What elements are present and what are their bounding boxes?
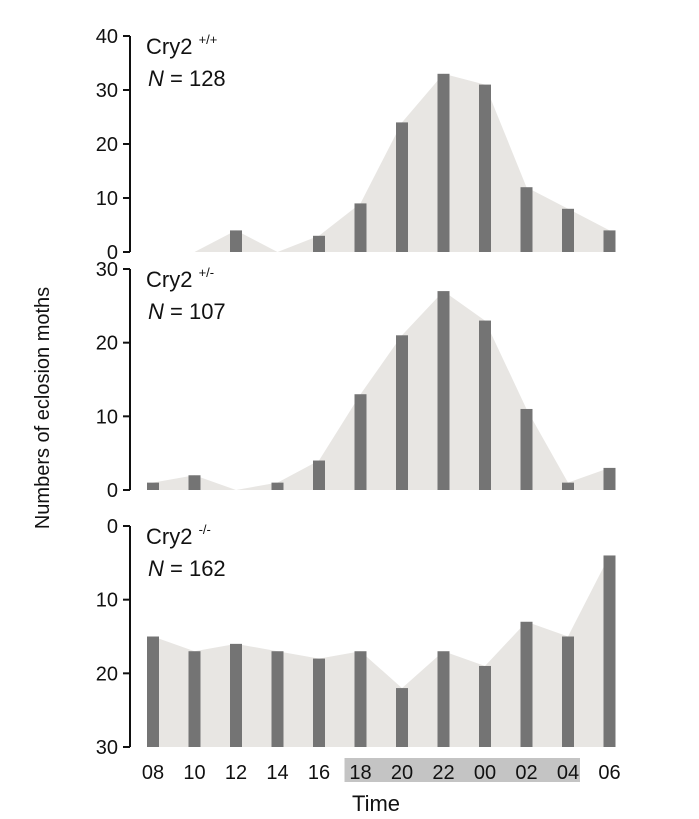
bar-16: [313, 658, 325, 747]
genotype-superscript: -/-: [199, 522, 211, 537]
genotype-label: Cry2 -/-: [146, 522, 211, 549]
bar-12: [230, 643, 242, 747]
y-tick-label: 10: [96, 406, 118, 428]
bar-12: [230, 230, 242, 252]
area-profile: [153, 291, 610, 490]
sample-size-symbol: N: [148, 299, 164, 324]
bar-00: [479, 84, 491, 252]
bar-00: [479, 320, 491, 490]
y-tick-label: 20: [96, 663, 118, 685]
genotype-name: Cry2: [146, 267, 199, 292]
y-tick-label: 20: [96, 134, 118, 156]
sample-size-label: N = 128: [148, 66, 226, 91]
bar-20: [396, 122, 408, 253]
y-tick-label: 40: [96, 26, 118, 48]
genotype-superscript: +/-: [199, 265, 215, 280]
bar-14: [271, 651, 284, 747]
bar-08: [147, 636, 159, 747]
sample-size-label: N = 162: [148, 556, 226, 581]
x-tick-label-06: 06: [598, 762, 620, 784]
x-tick-label-12: 12: [225, 762, 247, 784]
genotype-name: Cry2: [146, 524, 199, 549]
panel-3: 30 20 10 0 Cry2 -/- N = 162: [96, 516, 616, 759]
bar-20: [396, 335, 408, 490]
bar-16: [313, 235, 325, 252]
genotype-superscript: +/+: [199, 32, 218, 47]
bar-02: [520, 408, 533, 490]
bar-02: [520, 621, 533, 747]
genotype-name: Cry2: [146, 34, 199, 59]
bar-20: [396, 688, 408, 747]
bar-18: [354, 203, 367, 252]
sample-size-value: = 107: [164, 299, 226, 324]
genotype-label: Cry2 +/-: [146, 265, 214, 292]
x-tick-label-00: 00: [474, 762, 496, 784]
genotype-label: Cry2 +/+: [146, 32, 217, 59]
sample-size-label: N = 107: [148, 299, 226, 324]
y-tick-label: 0: [107, 480, 118, 502]
bar-08: [147, 482, 159, 490]
bar-06: [603, 555, 616, 747]
bar-06: [603, 467, 616, 490]
x-tick-label-22: 22: [432, 762, 454, 784]
x-axis-label: Time: [352, 791, 400, 816]
x-tick-label-08: 08: [142, 762, 164, 784]
y-tick-label: 20: [96, 333, 118, 355]
x-tick-label-10: 10: [183, 762, 205, 784]
x-tick-label-20: 20: [391, 762, 413, 784]
bar-10: [188, 651, 201, 747]
sample-size-symbol: N: [148, 556, 164, 581]
bar-06: [603, 230, 616, 252]
area-profile: [153, 555, 610, 747]
y-axis-label: Numbers of eclosion moths: [32, 287, 54, 529]
x-tick-label-14: 14: [266, 762, 288, 784]
bar-22: [437, 73, 450, 252]
y-tick-label: 0: [107, 242, 118, 264]
x-tick-label-18: 18: [349, 762, 371, 784]
bar-10: [188, 475, 201, 490]
x-tick-labels: 08 10 12 14 16 18 20 22 00 02 04 06: [142, 762, 621, 784]
bar-14: [271, 482, 284, 490]
bar-02: [520, 187, 533, 252]
x-tick-label-02: 02: [515, 762, 537, 784]
area-profile: [153, 73, 610, 252]
y-tick-label: 10: [96, 590, 118, 612]
bar-18: [354, 394, 367, 490]
panels: 0 10 20 30 40 Cry2 +/+ N = 128 0 10 20 30 Cry2 +/- N…: [96, 26, 616, 759]
y-tick-label: 10: [96, 188, 118, 210]
bar-04: [562, 482, 574, 490]
bar-16: [313, 460, 325, 490]
dark-phase-band: [344, 758, 580, 782]
y-tick-label: 30: [96, 80, 118, 102]
sample-size-value: = 162: [164, 556, 226, 581]
y-tick-label: 0: [107, 516, 118, 538]
bar-22: [437, 291, 450, 490]
panel-2: 0 10 20 30 Cry2 +/- N = 107: [96, 259, 616, 502]
sample-size-symbol: N: [148, 66, 164, 91]
bar-22: [437, 651, 450, 747]
y-tick-label: 30: [96, 259, 118, 281]
bar-00: [479, 665, 491, 747]
x-tick-label-04: 04: [557, 762, 579, 784]
bar-18: [354, 651, 367, 747]
x-tick-label-16: 16: [308, 762, 330, 784]
sample-size-value: = 128: [164, 66, 226, 91]
y-tick-label: 30: [96, 737, 118, 759]
panel-1: 0 10 20 30 40 Cry2 +/+ N = 128: [96, 26, 616, 264]
bar-04: [562, 208, 574, 252]
bar-04: [562, 636, 574, 747]
